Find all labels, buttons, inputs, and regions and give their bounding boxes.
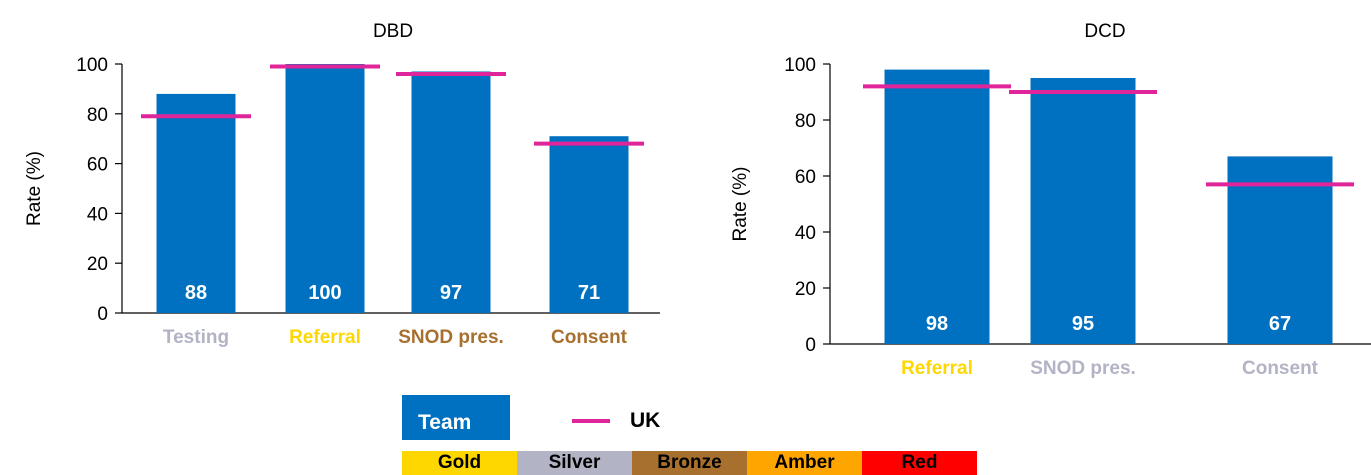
chart2-y-tick-label: 100 — [784, 55, 816, 76]
chart1-team-bar — [549, 136, 629, 313]
chart2-team-bar — [1030, 78, 1136, 344]
chart2-y-tick-label: 60 — [795, 167, 816, 188]
chart2-y-tick-label: 0 — [805, 335, 816, 356]
chart1-y-tick-label: 20 — [87, 254, 108, 275]
chart1-category-label: Testing — [163, 327, 229, 348]
chart2-y-axis-label: Rate (%) — [730, 167, 751, 242]
rating-red: Red — [862, 451, 977, 475]
chart1-team-bar — [285, 64, 365, 313]
rating-bronze: Bronze — [632, 451, 747, 475]
chart2-category-label: SNOD pres. — [1030, 358, 1136, 379]
chart2-team-value-label: 95 — [1072, 313, 1094, 335]
chart1-y-tick-label: 100 — [76, 55, 108, 76]
rating-scale: Gold Silver Bronze Amber Red — [402, 451, 977, 475]
chart2-category-label: Referral — [901, 358, 973, 379]
legend-team-swatch — [402, 395, 510, 440]
chart2-team-value-label: 67 — [1269, 313, 1291, 335]
chart1-team-bar — [156, 93, 236, 313]
chart2-y-tick-label: 20 — [795, 279, 816, 300]
chart2-category-label: Consent — [1242, 358, 1319, 379]
chart2-title: DCD — [1084, 21, 1125, 42]
chart1-team-bar — [411, 71, 491, 313]
chart1-team-value-label: 88 — [185, 282, 207, 304]
chart2-y-tick-label: 80 — [795, 111, 816, 132]
rating-amber: Amber — [747, 451, 862, 475]
chart1-y-tick-label: 80 — [87, 105, 108, 126]
rating-silver: Silver — [517, 451, 632, 475]
chart1-team-value-label: 97 — [440, 282, 462, 304]
legend-team-label: Team — [418, 411, 472, 434]
chart1-team-value-label: 71 — [578, 282, 600, 304]
dbd-chart: DBD Rate (%) 0 20 40 60 80 100 88 Testing 100 Refer… — [24, 21, 660, 348]
chart1-title: DBD — [373, 21, 413, 42]
chart2-y-tick-label: 40 — [795, 223, 816, 244]
chart2-team-value-label: 98 — [926, 313, 948, 335]
chart2-team-bar — [1227, 156, 1333, 344]
chart1-y-tick-label: 40 — [87, 204, 108, 225]
legend-uk-swatch — [572, 419, 610, 423]
chart1-y-tick-label: 60 — [87, 155, 108, 176]
chart2-team-bar — [884, 69, 990, 344]
rating-gold: Gold — [402, 451, 517, 475]
chart1-category-label: SNOD pres. — [398, 327, 504, 348]
chart1-team-value-label: 100 — [308, 282, 341, 304]
dcd-chart: DCD Rate (%) 0 20 40 60 80 100 98 Referral 95 SNOD … — [730, 21, 1371, 379]
chart1-category-label: Referral — [289, 327, 361, 348]
chart1-category-label: Consent — [551, 327, 628, 348]
chart1-y-axis-label: Rate (%) — [24, 151, 45, 226]
legend-uk-label: UK — [630, 409, 661, 432]
chart1-y-tick-label: 0 — [97, 304, 108, 325]
